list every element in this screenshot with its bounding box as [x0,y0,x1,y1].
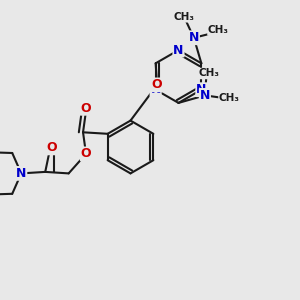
Text: N: N [200,89,210,102]
Text: N: N [150,83,161,96]
Text: O: O [152,78,162,92]
Text: N: N [196,83,207,96]
Text: O: O [81,147,91,161]
Text: O: O [81,102,91,115]
Text: N: N [173,44,184,57]
Text: N: N [16,167,26,180]
Text: CH₃: CH₃ [173,12,194,22]
Text: CH₃: CH₃ [208,25,229,35]
Text: CH₃: CH₃ [199,68,220,79]
Text: N: N [189,31,199,44]
Text: CH₃: CH₃ [219,93,240,103]
Text: O: O [47,141,57,154]
